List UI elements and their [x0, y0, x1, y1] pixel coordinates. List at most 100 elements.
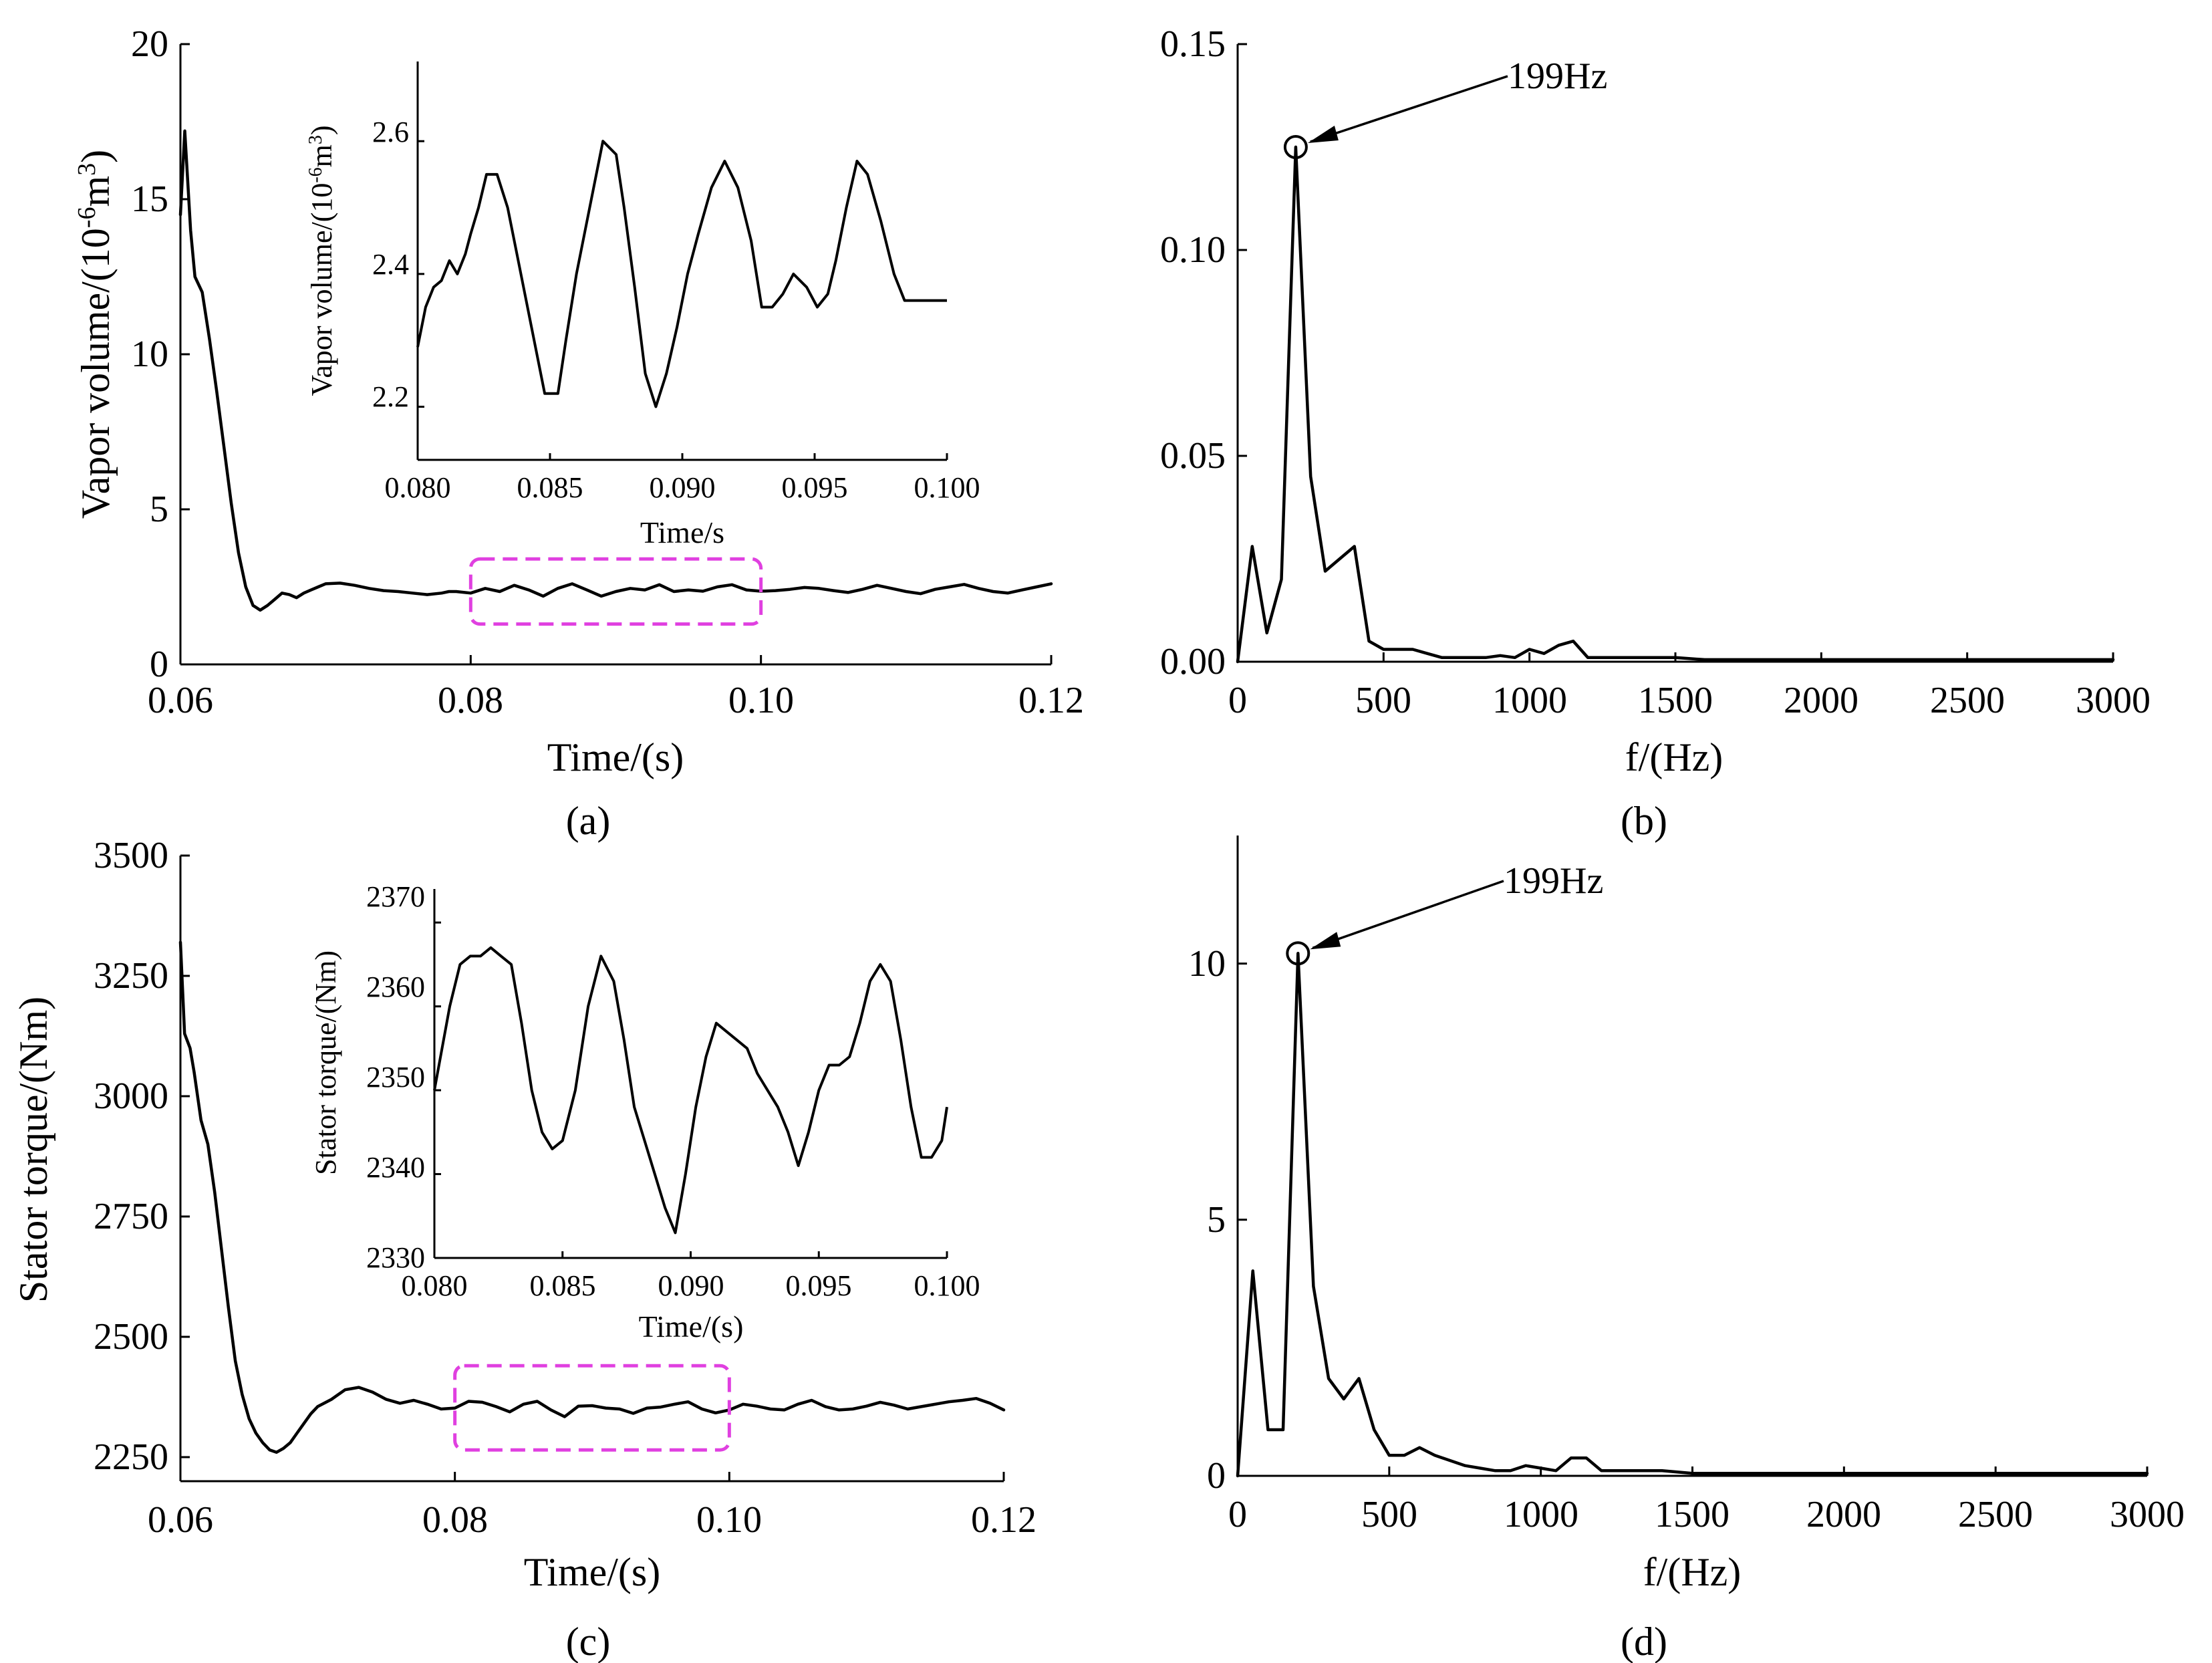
panel-b-xtick-5: 2500: [1930, 680, 2005, 721]
panel-d-ytick-1: 5: [1207, 1199, 1226, 1241]
panel-a-inset-y-label: Vapor volume/(10-6m3): [305, 125, 339, 396]
panel-c-caption: (c): [566, 1620, 611, 1663]
panel-c-inset-xtick-4: 0.100: [914, 1269, 980, 1302]
panel-a-inset-y-label-base: Vapor volume/(10: [305, 183, 338, 396]
panel-a-y-label-unit: m: [74, 176, 118, 207]
panel-d-peak-arrow: [1312, 880, 1504, 949]
panel-b-ytick-0: 0.00: [1160, 641, 1226, 682]
panel-c-ytick-4: 3250: [94, 955, 168, 997]
panel-b-xtick-2: 1000: [1492, 680, 1567, 721]
panel-a-inset-marks: [416, 140, 948, 460]
panel-c-ytick-3: 3000: [94, 1075, 168, 1117]
panel-c-x-label: Time/(s): [524, 1550, 661, 1594]
panel-c-inset-ytick-3: 2360: [366, 971, 425, 1003]
panel-b-arrowhead: [1307, 126, 1339, 143]
panel-c-series-line: [178, 940, 1006, 1454]
panel-a-inset-xtick-4: 0.100: [914, 471, 980, 504]
panel-c-xtick-3: 0.12: [971, 1499, 1036, 1541]
panel-b: 0 500 1000 1500 2000 2500 3000 0.00 0.05…: [1160, 23, 2151, 843]
panel-a-xtick-1: 0.08: [438, 680, 503, 721]
panel-a-zoom-box: [468, 557, 763, 626]
panel-d-marks: [1236, 880, 2149, 1478]
panel-a-inset-y-label-end: ): [305, 125, 338, 135]
panel-b-caption: (b): [1621, 799, 1667, 843]
panel-d-xtick-0: 0: [1228, 1494, 1247, 1535]
panel-a-inset-series-line: [416, 140, 947, 408]
panel-a-series-line: [178, 129, 1053, 612]
panel-a-ytick-0: 0: [150, 644, 168, 685]
panel-d-peak-label: 199Hz: [1504, 860, 1603, 902]
panel-b-spectrum-line: [1236, 145, 2115, 664]
panel-b-xtick-3: 1500: [1638, 680, 1713, 721]
panel-c-xtick-0: 0.06: [148, 1499, 213, 1541]
panel-a-inset-xtick-1: 0.085: [517, 471, 583, 504]
panel-a-y-label-base: Vapor volume/(10: [74, 228, 118, 519]
panel-a-inset: 0.080 0.085 0.090 0.095 0.100 2.2 2.4 2.…: [305, 61, 980, 549]
panel-d-ytick-2: 10: [1188, 943, 1226, 985]
panel-d: 0 500 1000 1500 2000 2500 3000 0 5 10 f/…: [1188, 836, 2185, 1663]
panel-c-inset-xtick-0: 0.080: [402, 1269, 468, 1302]
panel-b-peak-label: 199Hz: [1508, 55, 1607, 97]
panel-a-inset-y-label-exp2: 3: [305, 135, 326, 144]
panel-a: 0.06 0.08 0.10 0.12 0 5 10 15 20 Time/(s…: [73, 23, 1084, 843]
panel-d-xtick-6: 3000: [2110, 1494, 2185, 1535]
panel-a-xtick-0: 0.06: [148, 680, 213, 721]
panel-a-y-label-exp2: 3: [73, 163, 101, 176]
panel-c-inset-ytick-1: 2340: [366, 1151, 425, 1184]
panel-c-inset-series-line: [433, 946, 948, 1235]
panel-a-inset-ytick-0: 2.2: [372, 380, 409, 413]
panel-a-y-label-exp: -6: [73, 207, 101, 229]
panel-a-inset-ytick-1: 2.4: [372, 248, 409, 281]
panel-a-xtick-3: 0.12: [1018, 680, 1084, 721]
panel-c-zoom-box: [453, 1364, 731, 1452]
panel-a-x-label: Time/(s): [547, 735, 684, 779]
panel-b-x-label: f/(Hz): [1625, 735, 1723, 779]
panel-a-ytick-3: 15: [131, 178, 168, 220]
panel-b-peak-marker: [1283, 135, 1308, 159]
panel-c-inset-xtick-3: 0.095: [786, 1269, 852, 1302]
panel-d-xtick-2: 1000: [1504, 1494, 1578, 1535]
panel-c-inset-ytick-4: 2370: [366, 880, 425, 913]
panel-c-inset-xtick-2: 0.090: [658, 1269, 724, 1302]
panel-d-peak-marker: [1286, 941, 1310, 966]
panel-a-inset-y-label-exp: -6: [305, 167, 326, 182]
panel-d-arrowhead: [1310, 932, 1341, 950]
panel-a-inset-ytick-2: 2.6: [372, 116, 409, 148]
panel-a-ytick-1: 5: [150, 489, 168, 530]
panel-b-xtick-0: 0: [1228, 680, 1247, 721]
panel-b-ytick-1: 0.05: [1160, 435, 1226, 477]
panel-d-xtick-1: 500: [1361, 1494, 1417, 1535]
panel-c-inset-ytick-2: 2350: [366, 1061, 425, 1094]
panel-c-ytick-5: 3500: [94, 835, 168, 876]
panel-a-inset-y-label-unit: m: [305, 144, 338, 167]
panel-c-inset-y-label: Stator torque/(Nm): [309, 950, 342, 1175]
panel-c-inset: 0.080 0.085 0.090 0.095 0.100 2330 2340 …: [309, 880, 980, 1344]
panel-a-y-label: Vapor volume/(10-6m3): [73, 150, 118, 519]
panel-c-xtick-2: 0.10: [696, 1499, 762, 1541]
panel-c-inset-ytick-0: 2330: [366, 1241, 425, 1274]
panel-a-xtick-2: 0.10: [728, 680, 794, 721]
panel-c-inset-xtick-1: 0.085: [530, 1269, 596, 1302]
panel-a-inset-xtick-3: 0.095: [782, 471, 848, 504]
panel-a-inset-xtick-2: 0.090: [650, 471, 716, 504]
panel-b-xtick-1: 500: [1355, 680, 1411, 721]
panel-a-y-label-end: ): [74, 150, 118, 163]
panel-d-xtick-5: 2500: [1958, 1494, 2033, 1535]
panel-a-inset-x-label: Time/s: [640, 515, 724, 549]
panel-c-ytick-2: 2750: [94, 1196, 168, 1237]
panel-b-xtick-6: 3000: [2076, 680, 2151, 721]
panel-c-y-label: Stator torque/(Nm): [11, 997, 55, 1303]
panel-c-inset-marks: [433, 921, 948, 1259]
panel-d-spectrum-line: [1236, 952, 2149, 1478]
panel-b-marks: [1236, 43, 2115, 664]
panel-d-xtick-4: 2000: [1806, 1494, 1881, 1535]
panel-c: 0.06 0.08 0.10 0.12 2250 2500 2750 3000 …: [11, 835, 1036, 1663]
panel-c-marks: [178, 854, 1006, 1481]
panel-d-x-label: f/(Hz): [1643, 1550, 1742, 1594]
panel-a-inset-xtick-0: 0.080: [385, 471, 451, 504]
panel-b-peak-arrow: [1310, 75, 1508, 143]
panel-a-ytick-4: 20: [131, 23, 168, 65]
panel-c-xtick-1: 0.08: [422, 1499, 488, 1541]
panel-c-inset-x-label: Time/(s): [639, 1309, 744, 1344]
